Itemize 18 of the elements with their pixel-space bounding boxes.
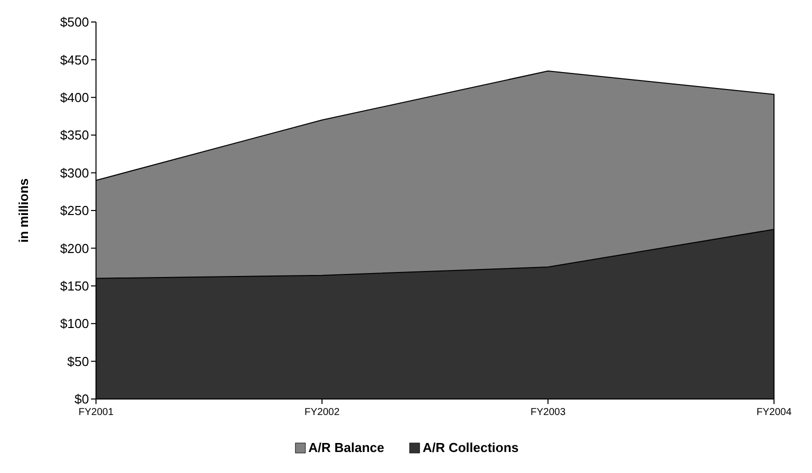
y-tick-label: $500	[60, 14, 89, 30]
y-tick-label: $200	[60, 240, 89, 256]
x-tick-label: FY2003	[530, 407, 566, 418]
y-tick-label: $450	[60, 52, 89, 68]
legend-label: A/R Collections	[422, 440, 519, 455]
y-tick-label: $0	[74, 392, 89, 407]
y-tick-label: $350	[60, 128, 89, 143]
x-tick-label: FY2004	[756, 407, 792, 418]
y-tick-label: $250	[60, 203, 89, 218]
y-tick-label: $150	[60, 278, 89, 294]
y-axis-title: in millions	[16, 178, 31, 243]
y-tick-label: $300	[60, 165, 89, 180]
x-tick-label: FY2001	[78, 407, 114, 418]
legend-label: A/R Balance	[308, 440, 384, 455]
y-tick-label: $400	[60, 90, 89, 105]
y-tick-label: $50	[67, 354, 89, 369]
x-tick-label: FY2002	[304, 407, 340, 418]
y-tick-label: $100	[60, 316, 89, 332]
